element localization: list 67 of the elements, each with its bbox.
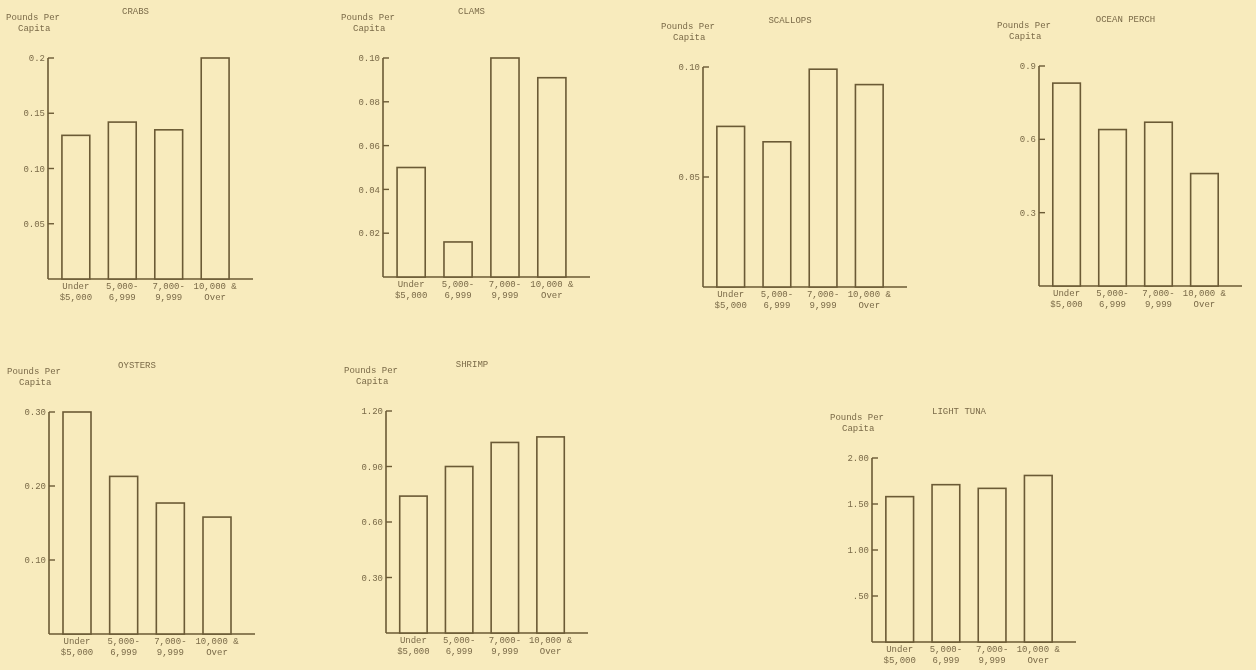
y-tick-label: 1.20 [361,407,383,418]
y-tick-label: 0.10 [678,63,700,74]
y-tick-label: 0.08 [358,97,380,108]
x-tick-label: 7,000- 9,999 [152,282,185,303]
y-axis-title: Pounds Per Capita [830,413,885,434]
x-tick-label: Under $5,000 [1050,289,1083,310]
y-tick-label: 0.30 [24,408,46,419]
x-tick-label: 10,000 & Over [847,290,892,311]
y-tick-label: 0.06 [358,141,380,152]
y-tick-label: 2.00 [847,454,869,465]
x-tick-label: 7,000- 9,999 [488,636,522,657]
y-tick-label: 0.10 [24,556,46,567]
y-tick-label: 0.60 [361,518,383,529]
x-tick-label: 10,000 & Over [528,636,573,657]
y-tick-label: 1.50 [847,500,869,511]
y-tick-label: 0.02 [358,229,380,240]
x-tick-label: Under $5,000 [394,280,428,301]
x-tick-label: 5,000- 6,999 [760,290,794,311]
x-tick-label: 7,000- 9,999 [1142,289,1175,310]
y-tick-label: 0.15 [23,109,45,120]
chart-title: OYSTERS [118,361,156,371]
x-tick-label: 5,000- 6,999 [107,637,140,658]
x-tick-label: Under $5,000 [59,282,93,303]
y-tick-label: 0.3 [1019,208,1036,219]
y-axis-title: Pounds Per Capita [997,21,1052,42]
chart-title: LIGHT TUNA [931,407,987,417]
y-axis-title: Pounds Per Capita [341,13,396,34]
y-tick-label: 0.04 [358,185,380,196]
y-tick-label: 0.10 [23,164,45,175]
y-tick-label: 0.05 [23,219,45,230]
y-tick-label: .50 [852,592,869,603]
x-tick-label: 10,000 & Over [1016,645,1061,666]
y-tick-label: 0.20 [24,482,46,493]
x-tick-label: 7,000- 9,999 [154,637,187,658]
y-tick-label: 0.6 [1019,135,1036,146]
x-tick-label: 5,000- 6,999 [1096,289,1129,310]
x-tick-label: Under $5,000 [883,645,916,666]
chart-title: OCEAN PERCH [1095,15,1156,25]
x-tick-label: 10,000 & Over [530,280,575,301]
x-tick-label: 10,000 & Over [193,282,238,303]
y-tick-label: 0.9 [1019,62,1036,73]
y-axis-title: Pounds Per Capita [661,22,716,43]
y-tick-label: 0.05 [678,173,700,184]
x-tick-label: 5,000- 6,999 [442,636,476,657]
y-tick-label: 1.00 [847,546,869,557]
y-tick-label: 0.10 [358,54,380,65]
x-tick-label: Under $5,000 [60,637,94,658]
x-tick-label: 10,000 & Over [195,637,240,658]
y-axis-title: Pounds Per Capita [344,366,399,387]
x-tick-label: 7,000- 9,999 [488,280,522,301]
y-tick-label: 0.2 [28,54,45,65]
y-tick-label: 0.90 [361,462,383,473]
chart-title: SCALLOPS [768,16,812,26]
x-tick-label: Under $5,000 [714,290,747,311]
y-axis-title: Pounds Per Capita [7,367,62,388]
x-tick-label: 5,000- 6,999 [441,280,475,301]
x-tick-label: 7,000- 9,999 [806,290,840,311]
y-axis-title: Pounds Per Capita [6,13,61,34]
x-tick-label: 7,000- 9,999 [975,645,1009,666]
chart-title: CRABS [121,7,150,17]
y-tick-label: 0.30 [361,573,383,584]
x-tick-label: 5,000- 6,999 [929,645,963,666]
chart-title: SHRIMP [455,360,489,370]
x-tick-label: 5,000- 6,999 [106,282,139,303]
chart-title: CLAMS [457,7,486,17]
x-tick-label: Under $5,000 [397,636,430,657]
x-tick-label: 10,000 & Over [1182,289,1227,310]
